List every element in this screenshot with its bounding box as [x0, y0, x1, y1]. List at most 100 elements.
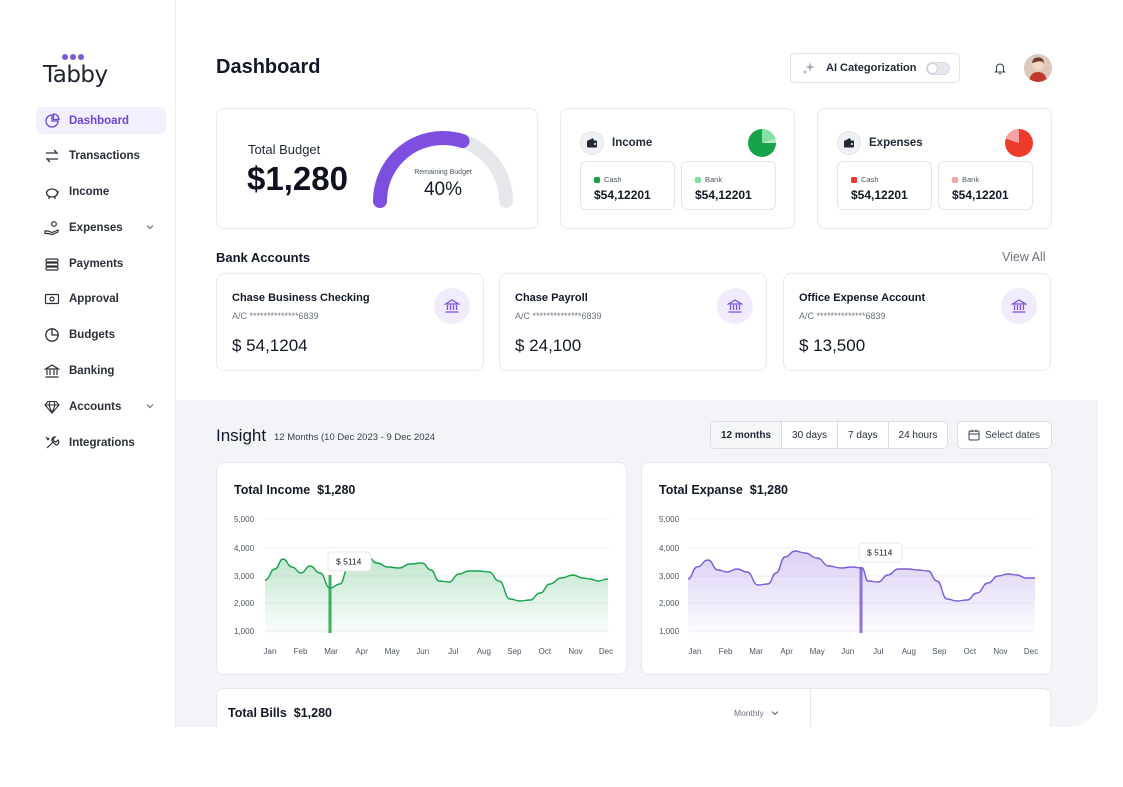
x-tick-label: Jul: [448, 647, 458, 656]
tooltip-box: [327, 551, 372, 572]
total-expense-chart-card: Total Expanse $1,280 5,000 4,000 3,000 2,00…: [641, 462, 1052, 675]
expenses-bank-label-wrap: Bank: [952, 175, 979, 184]
bank-account-balance: $ 54,1204: [232, 336, 308, 355]
bank-account-name: Chase Payroll: [515, 292, 588, 304]
chart-title: Total Expanse $1,280: [659, 483, 788, 497]
sidebar-item-transactions[interactable]: Transactions: [36, 143, 166, 170]
logo[interactable]: Tabby: [43, 54, 113, 94]
remaining-budget-gauge: Remaining Budget 40%: [368, 127, 518, 217]
bank-account-number: A/C **************6839: [232, 311, 319, 321]
pie-chart-icon: [44, 112, 60, 129]
series-line: [687, 550, 1035, 602]
chevron-down-icon[interactable]: [144, 400, 156, 412]
total-budget-card: Total Budget $1,280 Remaining Budget 40%: [216, 108, 538, 229]
gauge-arc: [373, 131, 513, 208]
bank-accounts-title: Bank Accounts: [216, 250, 311, 265]
ai-toggle-switch[interactable]: [926, 62, 950, 75]
sidebar-item-approval[interactable]: Approval: [36, 286, 166, 313]
bank-account-card[interactable]: Chase Business Checking A/C *************…: [216, 273, 484, 371]
x-tick-label: Apr: [780, 647, 793, 656]
x-tick-label: Dec: [1024, 647, 1038, 656]
income-bank-tile: Bank $54,12201: [681, 161, 776, 210]
area-fill: [265, 553, 608, 633]
view-all-link[interactable]: View All: [1002, 250, 1046, 264]
switch-knob: [928, 64, 937, 73]
sidebar-item-accounts[interactable]: Accounts: [36, 393, 166, 420]
x-tick-label: Oct: [964, 647, 977, 656]
sidebar-item-label: Expenses: [69, 221, 123, 234]
expenses-bank-value: $54,12201: [952, 188, 1009, 202]
income-cash-value: $54,12201: [594, 188, 651, 202]
expenses-pie-icon: [1005, 129, 1033, 157]
total-expense-chart: 5,000 4,000 3,000 2,000 1,000 $ 5114 Jan Feb Mar…: [659, 515, 1038, 656]
bank-swatch: [952, 176, 958, 183]
sidebar-item-label: Income: [69, 186, 110, 199]
chart-title: Total Income $1,280: [234, 483, 355, 497]
bank-account-name: Office Expense Account: [799, 292, 926, 304]
sidebar-nav: Dashboard Transactions Income Expenses Payme…: [36, 107, 166, 465]
range-tab-24-hours[interactable]: 24 hours: [898, 429, 938, 441]
x-tick-label: Apr: [355, 647, 368, 656]
sidebar-item-expenses[interactable]: Expenses: [36, 214, 166, 241]
x-tick-label: Jun: [841, 647, 854, 656]
expenses-cash-label: Cash: [861, 175, 879, 184]
expenses-bank-label: Bank: [962, 175, 980, 184]
range-tab-30-days[interactable]: 30 days: [782, 422, 839, 448]
chevron-down-icon[interactable]: [144, 221, 156, 233]
x-tick-label: Sep: [932, 647, 947, 656]
bank-swatch: [695, 176, 701, 183]
gauge-value: 40%: [423, 179, 463, 200]
income-pie-icon: [748, 129, 776, 157]
bank-account-card[interactable]: Office Expense Account A/C **************…: [783, 273, 1051, 371]
bank-account-card[interactable]: Chase Payroll A/C **************6839 $ 24,…: [499, 273, 767, 371]
bills-period-label: Monthly: [734, 708, 764, 718]
range-tabs: 12 months 30 days 7 days 24 hours: [710, 421, 949, 449]
bell-icon[interactable]: [993, 61, 1007, 75]
income-cash-label-wrap: Cash: [594, 175, 622, 184]
x-tick-label: May: [385, 647, 400, 656]
sidebar-item-budgets[interactable]: Budgets: [36, 322, 166, 349]
ai-categorization-toggle[interactable]: AI Categorization: [790, 53, 960, 83]
page-title: Dashboard: [216, 56, 321, 78]
select-dates-button[interactable]: Select dates: [957, 421, 1052, 449]
y-tick-label: 2,000: [659, 599, 680, 608]
x-tick-label: Aug: [902, 647, 916, 656]
x-tick-label: Sep: [507, 647, 522, 656]
logo-dots-icon: [62, 54, 84, 60]
y-tick-label: 5,000: [234, 515, 255, 524]
bank-icon: [44, 363, 60, 379]
avatar[interactable]: [1024, 54, 1052, 82]
sidebar-item-banking[interactable]: Banking: [36, 358, 166, 385]
x-tick-label: Mar: [749, 647, 763, 656]
income-bank-label-wrap: Bank: [695, 175, 722, 184]
calendar-icon: [968, 429, 980, 441]
income-cash-label: Cash: [604, 175, 622, 184]
range-tab-7-days[interactable]: 7 days: [838, 422, 889, 448]
avatar-image: [1024, 54, 1052, 82]
series-line: [264, 552, 609, 602]
y-tick-label: 5,000: [659, 515, 680, 524]
ai-categorization-label: AI Categorization: [826, 62, 917, 74]
range-tab-12-months[interactable]: 12 months: [711, 422, 783, 448]
expenses-card: Expenses Cash $54,12201 Bank $54,12201: [817, 108, 1052, 229]
bank-account-balance: $ 13,500: [799, 336, 866, 355]
bills-period-select[interactable]: Monthly: [734, 708, 780, 718]
sidebar-item-payments[interactable]: Payments: [36, 250, 166, 277]
sidebar-item-label: Transactions: [69, 150, 140, 163]
tools-icon: [44, 435, 60, 451]
bank-icon: [434, 288, 470, 324]
sidebar-item-integrations[interactable]: Integrations: [36, 429, 166, 456]
sidebar-item-label: Approval: [69, 293, 119, 306]
total-income-chart-card: Total Income $1,280 5,000 4,000 3,000 2,000…: [216, 462, 627, 675]
sidebar-item-dashboard[interactable]: Dashboard: [36, 107, 166, 134]
budget-amount: $1,280: [247, 160, 348, 197]
bank-account-number: A/C **************6839: [515, 311, 602, 321]
hover-marker: [328, 575, 332, 633]
wallet-icon: [837, 131, 861, 155]
income-bank-label: Bank: [705, 175, 723, 184]
sidebar-item-income[interactable]: Income: [36, 179, 166, 206]
x-tick-label: Nov: [993, 647, 1007, 656]
chart-title-value: $1,280: [317, 483, 356, 497]
gem-icon: [44, 399, 60, 415]
